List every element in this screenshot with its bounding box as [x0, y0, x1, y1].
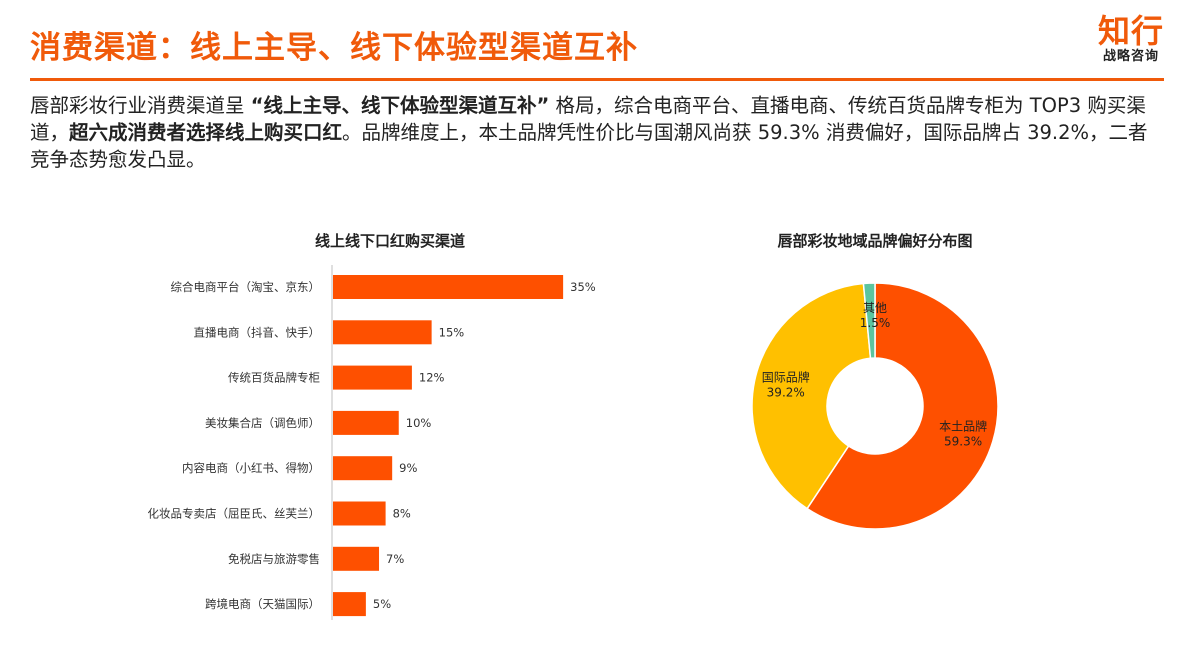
bar-mark	[333, 410, 399, 435]
bar-mark	[333, 456, 393, 481]
bar-value-label: 15%	[439, 325, 465, 339]
donut-slice-value: 1.5%	[860, 316, 891, 330]
bar-value-label: 5%	[373, 597, 391, 611]
donut-slice-value: 39.2%	[767, 386, 805, 400]
summary-text-3: 。品牌维度上，本土品牌凭性价比与国潮风尚获 59.3% 消费偏好，国际品牌占 3…	[30, 121, 1148, 171]
bar-mark	[333, 320, 432, 345]
summary-highlight-2: 超六成消费者选择线上购买口红	[69, 121, 343, 144]
bar-mark	[333, 275, 564, 299]
logo-sub-text: 战略咨询	[1102, 49, 1159, 64]
pie-chart-title: 唇部彩妆地域品牌偏好分布图	[777, 232, 973, 250]
bar-mark	[333, 365, 412, 390]
logo-main-text: 知行	[1097, 12, 1164, 50]
bar-category-label: 直播电商（抖音、快手）	[194, 325, 321, 339]
donut-slice	[862, 282, 876, 360]
bar-category-label: 传统百货品牌专柜	[228, 371, 320, 385]
bar-category-label: 综合电商平台（淘宝、京东）	[171, 280, 321, 294]
bar-category-label: 化妆品专卖店（屈臣氏、丝芙兰）	[148, 507, 321, 521]
bar-value-label: 9%	[399, 461, 417, 475]
donut-slice-name: 国际品牌	[762, 371, 810, 385]
channel-bar-chart: 综合电商平台（淘宝、京东） 35% 直播电商（抖音、快手） 15% 传统百货品牌专柜 12…	[148, 265, 596, 620]
bar-category-label: 跨境电商（天猫国际）	[205, 597, 320, 611]
bar-value-label: 35%	[570, 280, 596, 294]
header-divider	[30, 78, 1164, 81]
page-title: 消费渠道：线上主导、线下体验型渠道互补	[30, 30, 638, 66]
bar-value-label: 10%	[406, 416, 432, 430]
bar-mark	[333, 546, 380, 571]
summary-highlight-1: “线上主导、线下体验型渠道互补”	[250, 94, 550, 117]
brand-logo: 知行 战略咨询	[1098, 14, 1164, 66]
bar-value-label: 12%	[419, 371, 445, 385]
bar-value-label: 7%	[386, 552, 404, 566]
bar-mark	[333, 592, 366, 617]
summary-text-1: 唇部彩妆行业消费渠道呈	[30, 94, 251, 117]
donut-slice-value: 59.3%	[944, 434, 982, 448]
bar-category-label: 美妆集合店（调色师）	[205, 416, 320, 430]
summary-text-2: 格局，综合电商平台、直播电商、传统百货品牌专柜为 TOP3 购买渠道，	[30, 94, 1146, 144]
donut-slice	[806, 282, 999, 530]
donut-slice-name: 本土品牌	[939, 419, 987, 433]
bar-value-label: 8%	[393, 507, 411, 521]
donut-slice-name: 其他	[863, 301, 887, 315]
donut-slice	[751, 282, 872, 510]
summary-paragraph: 唇部彩妆行业消费渠道呈 “线上主导、线下体验型渠道互补” 格局，综合电商平台、直…	[30, 92, 1165, 173]
bar-mark	[333, 501, 386, 526]
bar-category-label: 内容电商（小红书、得物）	[182, 461, 320, 475]
bar-chart-title: 线上线下口红购买渠道	[314, 232, 465, 250]
bar-category-label: 免税店与旅游零售	[228, 552, 320, 566]
